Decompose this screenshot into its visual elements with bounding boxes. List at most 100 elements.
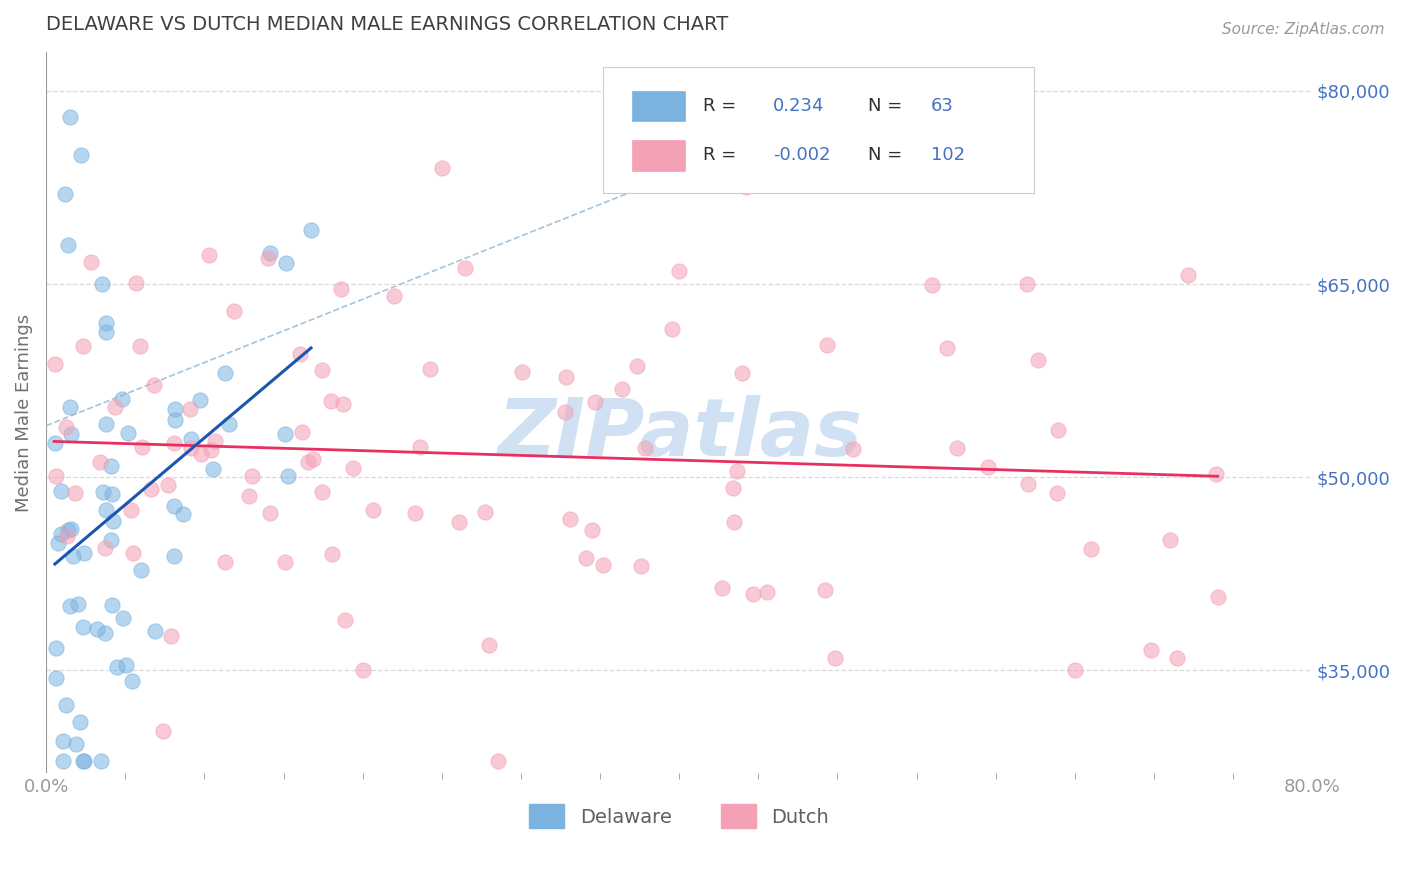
Point <box>91 485 114 500</box>
Point <box>274 427 297 442</box>
Point <box>45 468 67 483</box>
Point <box>139 482 162 496</box>
Point <box>478 638 501 652</box>
Point <box>842 442 865 456</box>
Point <box>46 536 69 550</box>
Point <box>163 499 186 513</box>
Point <box>1017 277 1039 291</box>
Point <box>554 405 576 419</box>
Point <box>581 523 603 537</box>
FancyBboxPatch shape <box>603 67 1033 193</box>
Point <box>101 598 124 612</box>
Point <box>96 502 118 516</box>
Text: Source: ZipAtlas.com: Source: ZipAtlas.com <box>1222 22 1385 37</box>
Point <box>710 581 733 595</box>
Point <box>188 392 211 407</box>
Point <box>44 357 66 371</box>
Point <box>1205 467 1227 481</box>
Point <box>311 363 333 377</box>
Point <box>90 277 112 291</box>
Point <box>163 401 186 416</box>
Point <box>815 338 838 352</box>
Point <box>824 651 846 665</box>
Point <box>634 441 657 455</box>
Point <box>259 506 281 520</box>
Point <box>100 459 122 474</box>
Point <box>120 503 142 517</box>
Point <box>301 451 323 466</box>
Point <box>100 533 122 548</box>
Point <box>583 395 606 409</box>
Text: R =: R = <box>703 146 742 164</box>
Point <box>214 366 236 380</box>
Point <box>51 484 73 499</box>
Point <box>977 459 1000 474</box>
Point <box>240 469 263 483</box>
Point <box>94 625 117 640</box>
Point <box>179 402 201 417</box>
Point <box>409 441 432 455</box>
Point <box>52 754 75 768</box>
Point <box>73 546 96 560</box>
Point <box>100 487 122 501</box>
Point <box>921 278 943 293</box>
Point <box>259 245 281 260</box>
Point <box>59 110 82 124</box>
Point <box>145 624 167 638</box>
Point <box>1140 643 1163 657</box>
Point <box>274 555 297 569</box>
Text: -0.002: -0.002 <box>773 146 831 164</box>
Point <box>104 400 127 414</box>
Point <box>129 562 152 576</box>
Point <box>1080 541 1102 556</box>
Point <box>117 425 139 440</box>
Point <box>180 432 202 446</box>
Point <box>70 148 93 162</box>
Text: N =: N = <box>868 146 908 164</box>
Point <box>89 455 111 469</box>
Point <box>486 754 509 768</box>
Point <box>114 657 136 672</box>
Point <box>218 417 240 432</box>
Point <box>382 289 405 303</box>
Point <box>299 223 322 237</box>
Point <box>201 461 224 475</box>
Point <box>131 440 153 454</box>
Point <box>66 597 89 611</box>
Point <box>45 641 67 656</box>
Point <box>125 277 148 291</box>
Point <box>1166 650 1188 665</box>
Point <box>626 359 648 373</box>
Point <box>723 515 745 529</box>
Text: 63: 63 <box>931 97 953 115</box>
Point <box>319 393 342 408</box>
Point <box>755 585 778 599</box>
Point <box>935 341 957 355</box>
Legend: Delaware, Dutch: Delaware, Dutch <box>522 797 837 836</box>
Point <box>72 754 94 768</box>
Point <box>335 613 357 627</box>
Point <box>610 382 633 396</box>
Point <box>163 413 186 427</box>
Point <box>63 486 86 500</box>
Point <box>1159 533 1181 548</box>
Text: 0.234: 0.234 <box>773 97 824 115</box>
Point <box>311 484 333 499</box>
Point <box>72 754 94 768</box>
Point <box>55 698 77 713</box>
Point <box>946 441 969 455</box>
Point <box>1063 664 1085 678</box>
Point <box>510 365 533 379</box>
Point <box>814 582 837 597</box>
Point <box>60 522 83 536</box>
Point <box>58 523 80 537</box>
Point <box>297 455 319 469</box>
Y-axis label: Median Male Earnings: Median Male Earnings <box>15 314 32 512</box>
Point <box>474 505 496 519</box>
Point <box>454 261 477 276</box>
Text: 102: 102 <box>931 146 965 164</box>
Point <box>44 435 66 450</box>
Text: N =: N = <box>868 97 908 115</box>
Point <box>96 316 118 330</box>
Point <box>276 256 298 270</box>
